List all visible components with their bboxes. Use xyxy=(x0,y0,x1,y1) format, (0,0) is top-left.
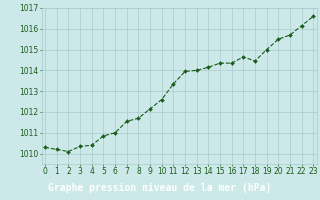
Text: Graphe pression niveau de la mer (hPa): Graphe pression niveau de la mer (hPa) xyxy=(48,183,272,193)
